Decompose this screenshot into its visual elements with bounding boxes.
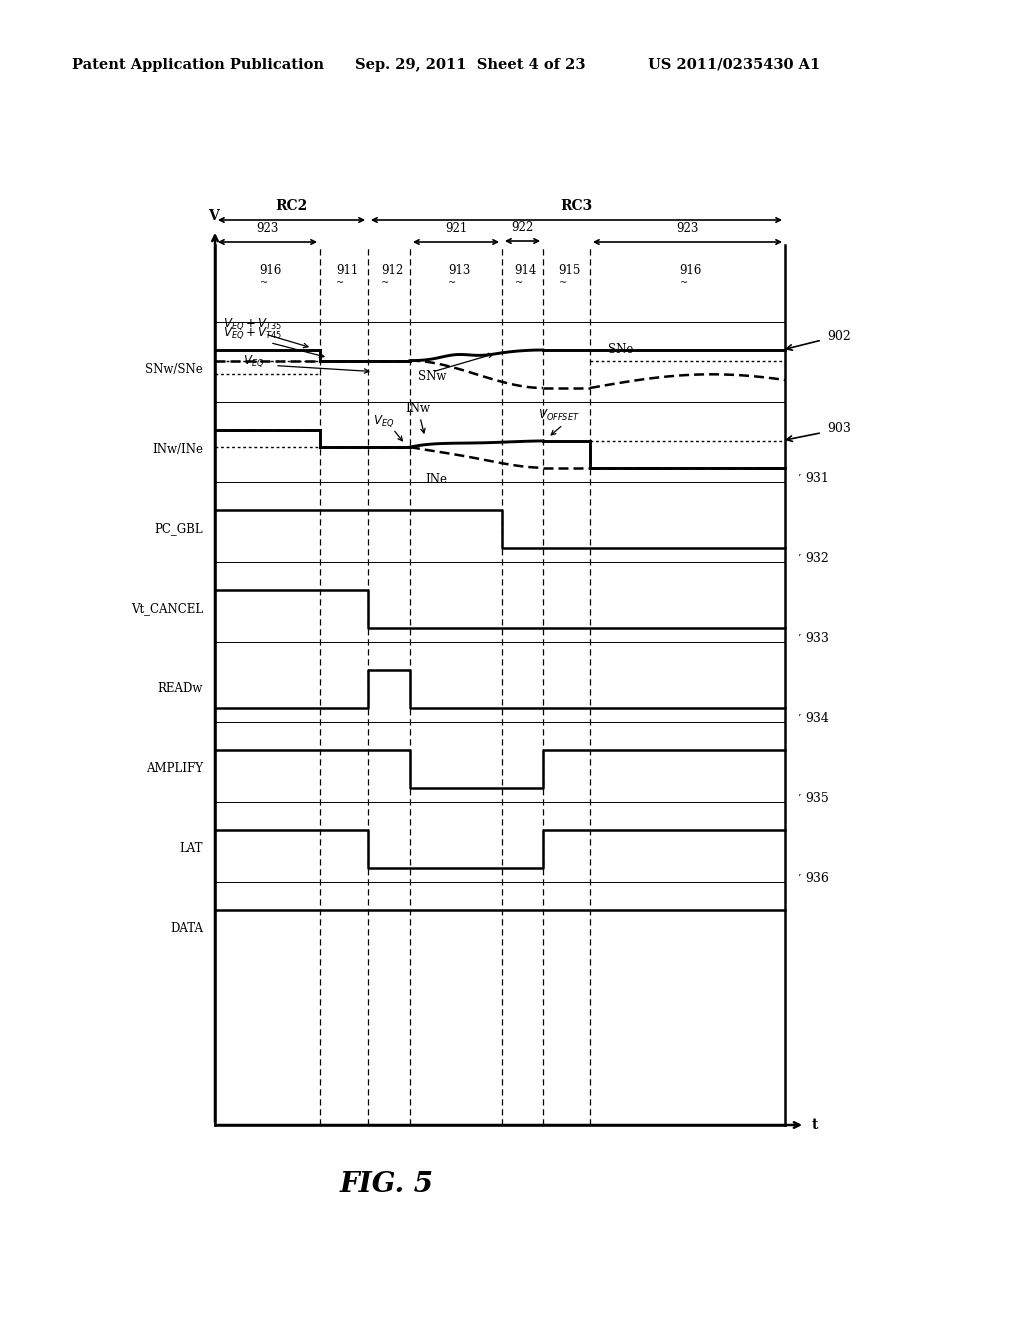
Text: Patent Application Publication: Patent Application Publication	[72, 58, 324, 73]
Text: ~: ~	[680, 279, 688, 288]
Text: 913: 913	[449, 264, 470, 276]
Text: Sep. 29, 2011  Sheet 4 of 23: Sep. 29, 2011 Sheet 4 of 23	[355, 58, 586, 73]
Text: ~: ~	[449, 279, 456, 288]
Text: RC2: RC2	[275, 199, 307, 213]
Text: 921: 921	[444, 222, 467, 235]
Text: ’: ’	[797, 554, 801, 564]
Text: $V_{EQ}+V_{T35}$: $V_{EQ}+V_{T35}$	[223, 317, 283, 333]
Text: 911: 911	[336, 264, 358, 276]
Text: AMPLIFY: AMPLIFY	[145, 763, 203, 776]
Text: 915: 915	[558, 264, 581, 276]
Text: ’: ’	[797, 795, 801, 804]
Text: SNw/SNe: SNw/SNe	[145, 363, 203, 375]
Text: $V_{EQ}$: $V_{EQ}$	[243, 352, 264, 368]
Text: RC3: RC3	[560, 199, 593, 213]
Text: INw: INw	[406, 403, 430, 414]
Text: 923: 923	[676, 222, 698, 235]
Text: Vt_CANCEL: Vt_CANCEL	[131, 602, 203, 615]
Text: 932: 932	[805, 553, 828, 565]
Text: SNw: SNw	[418, 370, 446, 383]
Text: ~: ~	[336, 279, 344, 288]
Text: 936: 936	[805, 873, 828, 886]
Text: ~: ~	[259, 279, 267, 288]
Text: 902: 902	[827, 330, 851, 342]
Text: ’: ’	[797, 634, 801, 644]
Text: ~: ~	[381, 279, 389, 288]
Text: 922: 922	[511, 220, 534, 234]
Text: ’: ’	[797, 874, 801, 884]
Text: 914: 914	[514, 264, 537, 276]
Text: 931: 931	[805, 473, 828, 486]
Text: ’: ’	[797, 714, 801, 723]
Text: 903: 903	[827, 422, 851, 436]
Text: t: t	[812, 1118, 818, 1133]
Text: 916: 916	[259, 264, 282, 276]
Text: INe: INe	[425, 473, 447, 486]
Text: ~: ~	[558, 279, 566, 288]
Text: 916: 916	[680, 264, 701, 276]
Text: $V_{OFFSET}$: $V_{OFFSET}$	[538, 408, 580, 422]
Text: PC_GBL: PC_GBL	[155, 523, 203, 536]
Text: $V_{EQ}$: $V_{EQ}$	[373, 413, 394, 429]
Text: SNe: SNe	[608, 343, 634, 356]
Text: 935: 935	[805, 792, 828, 805]
Text: 933: 933	[805, 632, 828, 645]
Text: US 2011/0235430 A1: US 2011/0235430 A1	[648, 58, 820, 73]
Text: LAT: LAT	[179, 842, 203, 855]
Text: FIG. 5: FIG. 5	[340, 1172, 434, 1199]
Text: READw: READw	[158, 682, 203, 696]
Text: $V_{EQ}+V_{T45}$: $V_{EQ}+V_{T45}$	[223, 325, 283, 341]
Text: V: V	[208, 209, 218, 223]
Text: INw/INe: INw/INe	[152, 442, 203, 455]
Text: DATA: DATA	[170, 923, 203, 936]
Text: ’: ’	[797, 474, 801, 484]
Text: ~: ~	[514, 279, 522, 288]
Text: 934: 934	[805, 713, 828, 726]
Text: 912: 912	[381, 264, 403, 276]
Text: 923: 923	[256, 222, 279, 235]
